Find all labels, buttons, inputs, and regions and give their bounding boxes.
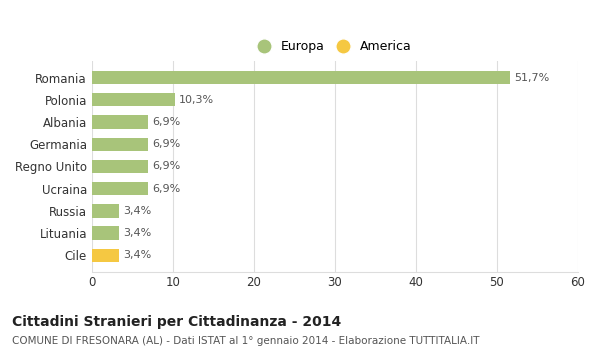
Text: 6,9%: 6,9% — [152, 161, 180, 171]
Legend: Europa, America: Europa, America — [258, 40, 411, 53]
Text: 6,9%: 6,9% — [152, 117, 180, 127]
Text: 51,7%: 51,7% — [514, 72, 550, 83]
Text: 6,9%: 6,9% — [152, 184, 180, 194]
Text: 3,4%: 3,4% — [124, 206, 152, 216]
Text: 6,9%: 6,9% — [152, 139, 180, 149]
Bar — [92, 93, 175, 106]
Bar — [92, 115, 148, 129]
Text: 3,4%: 3,4% — [124, 228, 152, 238]
Bar — [92, 71, 511, 84]
Bar — [92, 138, 148, 151]
Bar — [92, 226, 119, 240]
Text: Cittadini Stranieri per Cittadinanza - 2014: Cittadini Stranieri per Cittadinanza - 2… — [12, 315, 341, 329]
Bar — [92, 182, 148, 195]
Text: 3,4%: 3,4% — [124, 250, 152, 260]
Bar — [92, 249, 119, 262]
Bar — [92, 204, 119, 218]
Text: 10,3%: 10,3% — [179, 95, 214, 105]
Bar — [92, 160, 148, 173]
Text: COMUNE DI FRESONARA (AL) - Dati ISTAT al 1° gennaio 2014 - Elaborazione TUTTITAL: COMUNE DI FRESONARA (AL) - Dati ISTAT al… — [12, 336, 479, 346]
